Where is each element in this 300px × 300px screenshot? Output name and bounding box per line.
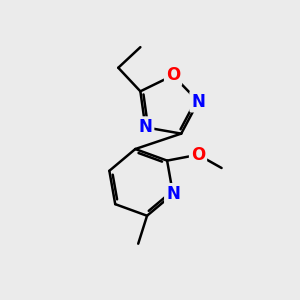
Text: N: N — [166, 185, 180, 203]
Text: O: O — [191, 146, 205, 164]
Text: N: N — [139, 118, 152, 136]
Text: N: N — [191, 92, 205, 110]
Text: O: O — [166, 66, 180, 84]
